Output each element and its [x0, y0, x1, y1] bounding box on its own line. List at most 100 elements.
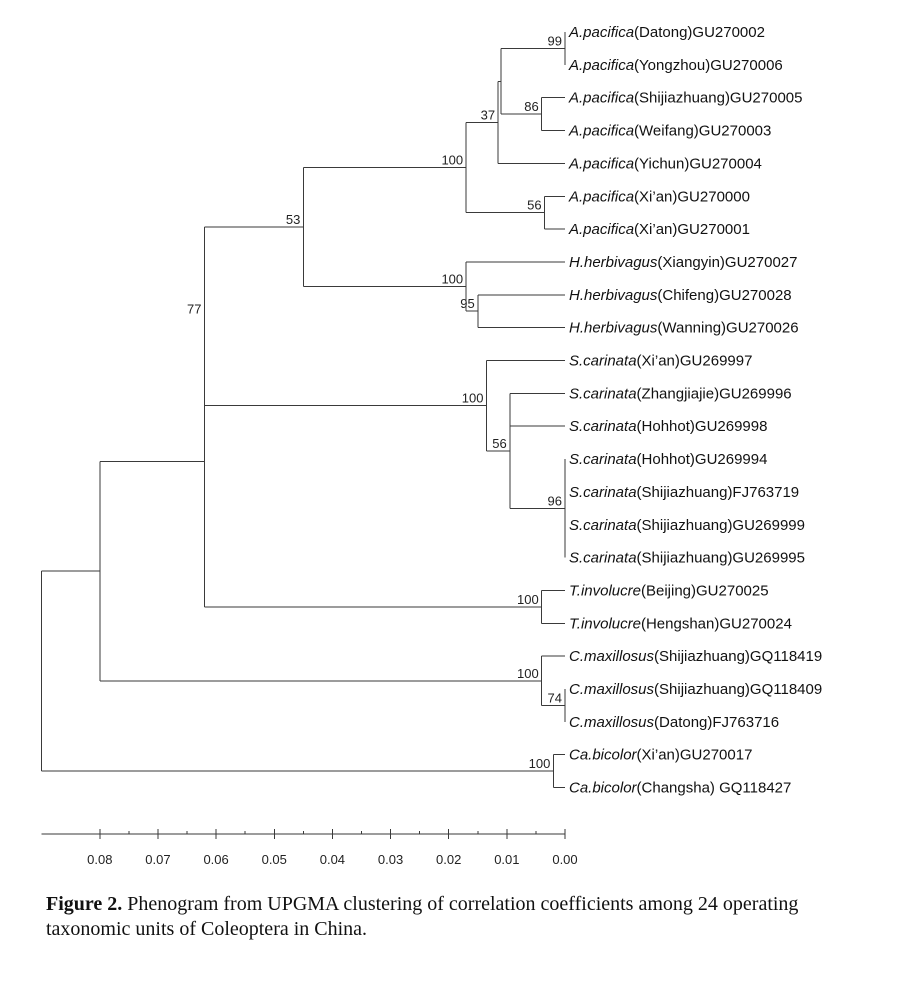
- bootstrap-value: 56: [527, 198, 541, 213]
- taxon-name: S.carinata: [569, 550, 637, 567]
- taxon-locality-accession: (Yongzhou)GU270006: [634, 57, 783, 74]
- taxon-locality-accession: (Zhangjiajie)GU269996: [637, 385, 792, 402]
- taxon-name: S.carinata: [569, 484, 637, 501]
- taxon-label: C.maxillosus(Shijiazhuang)GQ118409: [569, 681, 822, 698]
- taxon-name: T.involucre: [569, 582, 641, 599]
- taxon-name: S.carinata: [569, 385, 637, 402]
- taxon-label: S.carinata(Shijiazhuang)GU269999: [569, 517, 805, 534]
- taxon-label: S.carinata(Hohhot)GU269998: [569, 418, 767, 435]
- taxon-locality-accession: (Hohhot)GU269998: [637, 418, 768, 435]
- scale-axis-tick-label: 0.02: [436, 852, 461, 867]
- taxon-label: S.carinata(Zhangjiajie)GU269996: [569, 385, 792, 402]
- bootstrap-value: 100: [462, 391, 484, 406]
- bootstrap-value: 74: [548, 690, 562, 705]
- bootstrap-value: 77: [187, 301, 201, 316]
- taxon-label: A.pacifica(Xi’an)GU270000: [568, 188, 750, 205]
- bootstrap-value: 100: [441, 153, 463, 168]
- taxon-label: A.pacifica(Xi’an)GU270001: [568, 221, 750, 238]
- scale-axis-tick-label: 0.08: [87, 852, 112, 867]
- taxon-label: Ca.bicolor(Changsha) GQ118427: [569, 780, 791, 797]
- bootstrap-value: 56: [492, 436, 506, 451]
- taxon-name: A.pacifica: [568, 24, 634, 41]
- taxon-locality-accession: (Shijiazhuang)GU270005: [634, 90, 802, 107]
- taxon-locality-accession: (Datong)FJ763716: [654, 714, 779, 731]
- scale-axis-tick-label: 0.03: [378, 852, 403, 867]
- taxon-label: S.carinata(Shijiazhuang)FJ763719: [569, 484, 799, 501]
- bootstrap-value: 53: [286, 212, 300, 227]
- scale-axis-tick-label: 0.04: [320, 852, 345, 867]
- taxon-name: T.involucre: [569, 615, 641, 632]
- taxon-label: T.involucre(Beijing)GU270025: [569, 582, 769, 599]
- bootstrap-value: 100: [529, 756, 551, 771]
- taxon-label: C.maxillosus(Datong)FJ763716: [569, 714, 779, 731]
- taxon-locality-accession: (Xi’an)GU270000: [634, 188, 750, 205]
- taxon-name: A.pacifica: [568, 90, 634, 107]
- taxon-locality-accession: (Shijiazhuang)GU269995: [637, 550, 805, 567]
- taxon-locality-accession: (Yichun)GU270004: [634, 155, 762, 172]
- taxon-locality-accession: (Wanning)GU270026: [657, 320, 798, 337]
- taxon-locality-accession: (Beijing)GU270025: [641, 582, 769, 599]
- taxon-locality-accession: (Shijiazhuang)GQ118409: [654, 681, 822, 698]
- taxon-name: S.carinata: [569, 451, 637, 468]
- taxon-locality-accession: (Shijiazhuang)FJ763719: [637, 484, 800, 501]
- taxon-name: C.maxillosus: [569, 714, 655, 731]
- scale-axis-tick-label: 0.07: [145, 852, 170, 867]
- taxon-name: S.carinata: [569, 353, 637, 370]
- taxon-locality-accession: (Datong)GU270002: [634, 24, 765, 41]
- taxon-locality-accession: (Shijiazhuang)GQ118419: [654, 648, 822, 665]
- taxon-label: A.pacifica(Shijiazhuang)GU270005: [568, 90, 803, 107]
- taxon-name: H.herbivagus: [569, 287, 658, 304]
- taxon-name: S.carinata: [569, 418, 637, 435]
- taxon-locality-accession: (Xi’an)GU269997: [637, 353, 753, 370]
- taxon-name: H.herbivagus: [569, 320, 658, 337]
- taxon-label: S.carinata(Hohhot)GU269994: [569, 451, 767, 468]
- taxon-label: S.carinata(Xi’an)GU269997: [569, 353, 752, 370]
- taxon-label: H.herbivagus(Xiangyin)GU270027: [569, 254, 797, 271]
- taxon-locality-accession: (Weifang)GU270003: [634, 123, 771, 140]
- taxon-name: A.pacifica: [568, 155, 634, 172]
- taxon-label: Ca.bicolor(Xi’an)GU270017: [569, 747, 752, 764]
- taxon-name: C.maxillosus: [569, 681, 655, 698]
- bootstrap-value: 86: [524, 99, 538, 114]
- taxon-locality-accession: (Hengshan)GU270024: [641, 615, 792, 632]
- scale-axis-tick-label: 0.05: [262, 852, 287, 867]
- taxon-name: S.carinata: [569, 517, 637, 534]
- taxon-label: C.maxillosus(Shijiazhuang)GQ118419: [569, 648, 822, 665]
- taxon-label: A.pacifica(Yichun)GU270004: [568, 155, 762, 172]
- taxon-locality-accession: (Xi’an)GU270017: [637, 747, 753, 764]
- phenogram: 99 86 37 56 100 95 100 53 96 56 100 77 100 74 100 100 A.…: [41, 24, 822, 867]
- caption-label: Figure 2.: [46, 893, 123, 915]
- taxon-locality-accession: (Xi’an)GU270001: [634, 221, 750, 238]
- bootstrap-value: 100: [517, 666, 539, 681]
- taxon-name: C.maxillosus: [569, 648, 655, 665]
- taxon-name: H.herbivagus: [569, 254, 658, 271]
- taxon-label: A.pacifica(Weifang)GU270003: [568, 123, 771, 140]
- figure-caption: Figure 2. Phenogram from UPGMA clusterin…: [46, 892, 876, 942]
- bootstrap-value: 99: [548, 33, 562, 48]
- taxon-label: H.herbivagus(Chifeng)GU270028: [569, 287, 792, 304]
- bootstrap-value: 96: [548, 493, 562, 508]
- taxon-name: Ca.bicolor: [569, 747, 638, 764]
- taxon-locality-accession: (Hohhot)GU269994: [637, 451, 768, 468]
- taxon-label: A.pacifica(Yongzhou)GU270006: [568, 57, 783, 74]
- taxon-locality-accession: (Shijiazhuang)GU269999: [637, 517, 805, 534]
- taxon-label: T.involucre(Hengshan)GU270024: [569, 615, 792, 632]
- scale-axis-tick-label: 0.00: [552, 852, 577, 867]
- taxon-name: A.pacifica: [568, 57, 634, 74]
- taxon-locality-accession: (Xiangyin)GU270027: [657, 254, 797, 271]
- taxon-label: A.pacifica(Datong)GU270002: [568, 24, 765, 41]
- scale-axis-tick-label: 0.01: [494, 852, 519, 867]
- taxon-name: A.pacifica: [568, 188, 634, 205]
- taxon-name: A.pacifica: [568, 123, 634, 140]
- caption-text: Phenogram from UPGMA clustering of corre…: [46, 893, 799, 940]
- bootstrap-value: 37: [481, 107, 495, 122]
- taxon-name: Ca.bicolor: [569, 780, 638, 797]
- scale-axis-tick-label: 0.06: [203, 852, 228, 867]
- taxon-locality-accession: (Chifeng)GU270028: [657, 287, 791, 304]
- taxon-locality-accession: (Changsha) GQ118427: [637, 780, 792, 797]
- bootstrap-value: 95: [460, 296, 474, 311]
- taxon-label: H.herbivagus(Wanning)GU270026: [569, 320, 799, 337]
- bootstrap-value: 100: [441, 272, 463, 287]
- bootstrap-value: 100: [517, 592, 539, 607]
- taxon-label: S.carinata(Shijiazhuang)GU269995: [569, 550, 805, 567]
